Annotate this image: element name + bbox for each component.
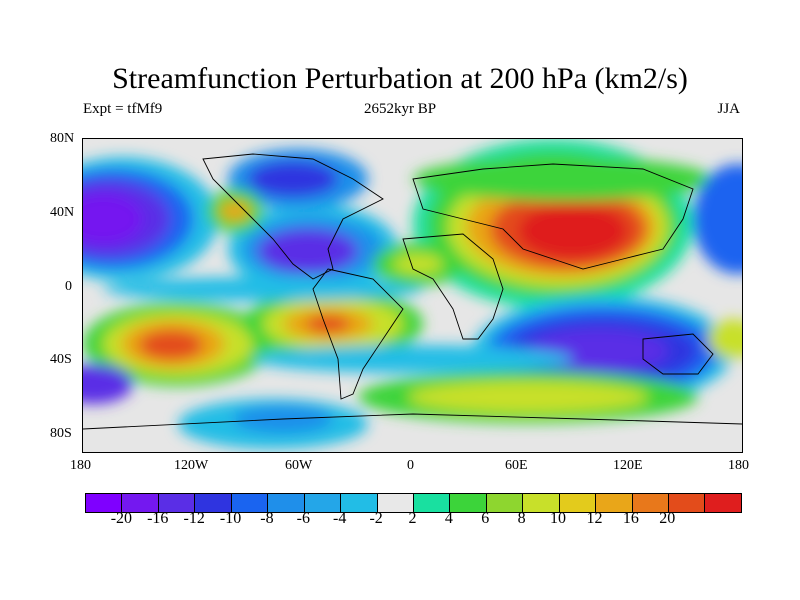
colorbar-swatch — [486, 494, 524, 512]
colorbar-swatch — [268, 494, 305, 512]
colorbar-swatch — [669, 494, 706, 512]
colorbar-swatch — [231, 494, 269, 512]
colorbar-swatch — [195, 494, 232, 512]
colorbar-label: -8 — [260, 510, 274, 527]
colorbar-swatch — [450, 494, 487, 512]
colorbar-label: -20 — [110, 510, 133, 527]
colorbar-swatch — [705, 494, 741, 512]
colorbar-swatch — [304, 494, 342, 512]
colorbar-swatch — [632, 494, 669, 512]
colorbar-swatch — [86, 494, 123, 512]
colorbar-swatch — [523, 494, 560, 512]
lon-label: 60E — [505, 458, 528, 473]
colorbar-swatch — [122, 494, 159, 512]
colorbar-label: -16 — [147, 510, 169, 527]
colorbar-swatch — [377, 494, 414, 512]
plot-title: Streamfunction Perturbation at 200 hPa (… — [112, 62, 688, 95]
experiment-label: Expt = tfMf9 — [83, 101, 163, 117]
time-label: 2652kyr BP — [363, 101, 437, 117]
lon-label: 0 — [407, 458, 414, 473]
colorbar-swatch — [596, 494, 633, 512]
colorbar-label: 2 — [408, 510, 417, 527]
colorbar-label: 20 — [659, 510, 676, 527]
lon-label: 60W — [285, 458, 313, 473]
lon-label: 180 — [728, 458, 749, 473]
colorbar-swatch — [413, 494, 451, 512]
lat-label: 80S — [50, 426, 72, 441]
colorbar-label: 8 — [517, 510, 526, 527]
contour-map — [83, 139, 742, 452]
colorbar-label: -6 — [296, 510, 310, 527]
colorbar-label: -2 — [369, 510, 383, 527]
colorbar-swatch — [158, 494, 196, 512]
contour-field — [83, 139, 742, 449]
colorbar — [85, 493, 742, 513]
colorbar-label: 6 — [481, 510, 490, 527]
lat-label: 0 — [65, 279, 72, 294]
lon-label: 120W — [174, 458, 209, 473]
lat-label: 80N — [50, 131, 75, 146]
season-label: JJA — [717, 101, 740, 117]
lat-label: 40N — [50, 205, 75, 220]
colorbar-label: 12 — [586, 510, 603, 527]
lon-label: 120E — [613, 458, 643, 473]
map-plot-area — [82, 138, 743, 453]
lat-label: 40S — [50, 352, 72, 367]
colorbar-swatch — [559, 494, 597, 512]
lon-label: 180 — [70, 458, 91, 473]
colorbar-label: 4 — [444, 510, 453, 527]
coastlines — [83, 153, 742, 430]
colorbar-label: 10 — [550, 510, 567, 527]
colorbar-label: -10 — [219, 510, 242, 527]
colorbar-label: -12 — [183, 510, 205, 527]
colorbar-label: -4 — [333, 510, 347, 527]
colorbar-label: 16 — [622, 510, 639, 527]
colorbar-swatch — [341, 494, 378, 512]
